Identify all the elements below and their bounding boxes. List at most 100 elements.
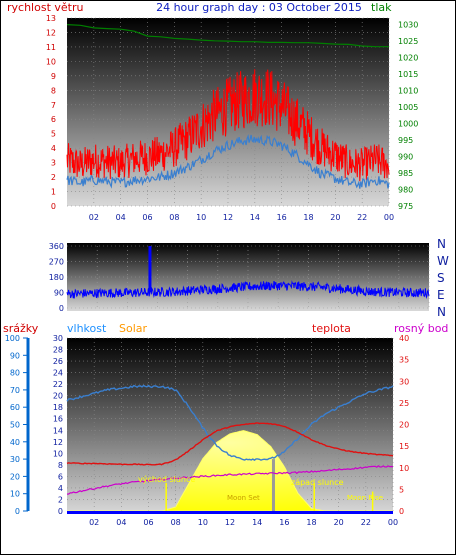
left-tick-label: 10 xyxy=(46,57,56,66)
x-tick-label: 04 xyxy=(116,518,126,527)
rain-tick-label: 20 xyxy=(53,392,63,401)
compass-label-n-bottom: N xyxy=(437,305,446,319)
right-tick-label: 1020 xyxy=(398,54,418,63)
rain-tick-label: 28 xyxy=(53,346,63,355)
humidity-tick-label: 60 xyxy=(10,403,20,412)
humidity-tick-label: 20 xyxy=(10,472,20,481)
x-tick-label: 10 xyxy=(196,213,206,222)
x-tick-label: 14 xyxy=(252,518,262,527)
x-tick-label: 00 xyxy=(384,213,394,222)
direction-tick-label: 90 xyxy=(54,289,64,298)
left-tick-label: 6 xyxy=(51,115,56,124)
rain-tick-label: 26 xyxy=(53,357,63,366)
temperature-tick-label: 15 xyxy=(399,442,409,451)
humidity-tick-label: 10 xyxy=(10,490,20,499)
x-tick-label: 02 xyxy=(89,518,99,527)
x-tick-label: 06 xyxy=(142,213,152,222)
left-tick-label: 0 xyxy=(51,202,56,211)
rain-tick-label: 6 xyxy=(58,472,63,481)
direction-tick-label: 270 xyxy=(49,258,64,267)
right-tick-label: 985 xyxy=(398,169,413,178)
direction-tick-label: 180 xyxy=(49,273,64,282)
right-axis-label: tlak xyxy=(371,1,392,14)
left-tick-label: 9 xyxy=(51,72,56,81)
rain-tick-label: 0 xyxy=(58,507,63,516)
humidity-label: vlhkost xyxy=(67,322,107,335)
x-tick-label: 08 xyxy=(169,213,179,222)
x-tick-label: 22 xyxy=(361,518,371,527)
right-tick-label: 1025 xyxy=(398,37,418,46)
rain-tick-label: 22 xyxy=(53,380,63,389)
pressure-line xyxy=(66,24,389,48)
direction-tick-label: 0 xyxy=(59,304,64,313)
temperature-line xyxy=(66,422,394,466)
temperature-label: teplota xyxy=(312,322,351,335)
direction-tick-label: 360 xyxy=(49,242,64,251)
moonset-annotation: Moon Set xyxy=(227,494,260,502)
rain-tick-label: 14 xyxy=(53,426,63,435)
axis-ticks: 0123456789101112139759809859909951000100… xyxy=(5,14,419,527)
humidity-tick-label: 0 xyxy=(15,507,20,516)
temperature-tick-label: 35 xyxy=(399,356,409,365)
x-tick-label: 16 xyxy=(277,213,287,222)
dewpoint-line xyxy=(66,465,394,495)
x-tick-label: 08 xyxy=(171,518,181,527)
left-axis-label: rychlost větru xyxy=(7,1,83,14)
right-tick-label: 980 xyxy=(398,186,413,195)
sun-moon-event-lines xyxy=(165,459,374,511)
temperature-tick-label: 20 xyxy=(399,421,409,430)
solar-label: Solar xyxy=(119,322,148,335)
sunrise-annotation: východ slunce xyxy=(138,475,195,484)
x-tick-label: 00 xyxy=(388,518,398,527)
right-tick-label: 1015 xyxy=(398,70,418,79)
chart-title: 24 hour graph day : 03 October 2015 xyxy=(156,1,362,14)
rain-tick-label: 10 xyxy=(53,449,63,458)
compass-label-w: W xyxy=(437,254,449,268)
compass-label-n-top: N xyxy=(437,237,446,251)
right-tick-label: 990 xyxy=(398,153,413,162)
panel1-grid xyxy=(67,17,390,207)
humidity-tick-label: 70 xyxy=(10,386,20,395)
x-tick-label: 06 xyxy=(143,518,153,527)
left-tick-label: 2 xyxy=(51,173,56,182)
wind-average-line xyxy=(66,134,390,189)
x-tick-label: 12 xyxy=(223,213,233,222)
x-tick-label: 04 xyxy=(116,213,126,222)
x-tick-label: 14 xyxy=(250,213,260,222)
rain-tick-label: 16 xyxy=(53,415,63,424)
x-tick-label: 10 xyxy=(198,518,208,527)
x-tick-label: 18 xyxy=(303,213,313,222)
x-tick-label: 16 xyxy=(279,518,289,527)
temperature-tick-label: 5 xyxy=(399,485,404,494)
humidity-tick-label: 50 xyxy=(10,421,20,430)
rain-tick-label: 24 xyxy=(53,369,63,378)
right-tick-label: 1010 xyxy=(398,87,418,96)
x-tick-label: 18 xyxy=(306,518,316,527)
temperature-tick-label: 10 xyxy=(399,464,409,473)
humidity-tick-label: 90 xyxy=(10,351,20,360)
x-tick-label: 20 xyxy=(334,518,344,527)
x-tick-label: 12 xyxy=(225,518,235,527)
compass-label-s: S xyxy=(437,271,445,285)
temperature-tick-label: 25 xyxy=(399,399,409,408)
humidity-tick-label: 30 xyxy=(10,455,20,464)
dewpoint-label: rosný bod xyxy=(394,322,448,335)
left-tick-label: 5 xyxy=(51,130,56,139)
rain-tick-label: 12 xyxy=(53,438,63,447)
temperature-tick-label: 30 xyxy=(399,377,409,386)
left-tick-label: 4 xyxy=(51,144,56,153)
x-tick-label: 22 xyxy=(357,213,367,222)
wind-gust-line xyxy=(66,69,390,182)
rain-baseline xyxy=(67,511,393,514)
compass-label-e: E xyxy=(437,288,445,302)
humidity-tick-label: 100 xyxy=(5,334,20,343)
right-tick-label: 1030 xyxy=(398,21,418,30)
left-tick-label: 8 xyxy=(51,86,56,95)
rain-tick-label: 4 xyxy=(58,484,63,493)
x-tick-label: 02 xyxy=(89,213,99,222)
humidity-tick-label: 40 xyxy=(10,438,20,447)
humidity-tick-label: 80 xyxy=(10,369,20,378)
rain-axis-label: srážky xyxy=(3,322,39,335)
